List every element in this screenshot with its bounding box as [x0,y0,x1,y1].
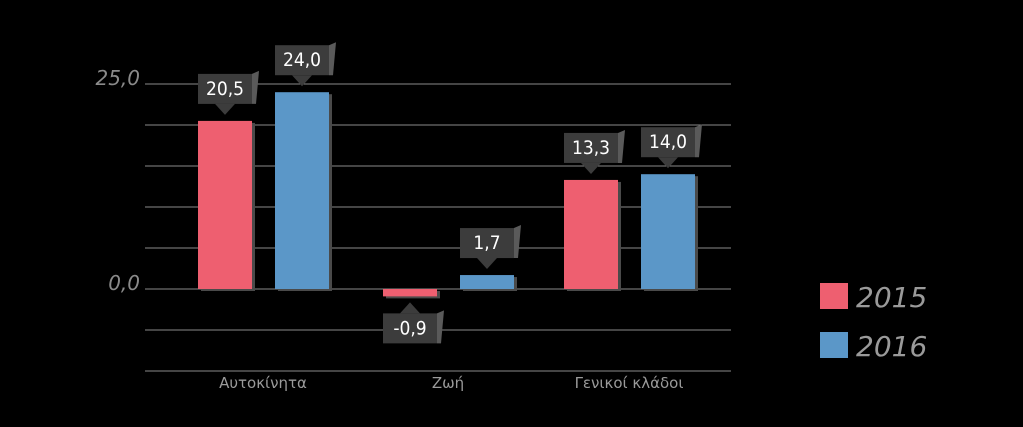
legend-swatch [820,283,848,309]
category-label: Γενικοί κλάδοι [575,374,684,392]
y-axis-ticks: 25,0 0,0 [95,66,140,295]
data-label-text: 14,0 [649,131,687,153]
data-label-text: 20,5 [206,78,244,100]
data-labels: 20,5 24,0 -0,9 1,7 13,3 14,0 [198,42,702,344]
data-label-text: -0,9 [393,317,426,339]
bar-2016-0 [275,92,329,289]
category-label: Αυτοκίνητα [219,374,307,392]
bar-2015-2 [564,179,618,289]
y-tick-label: 25,0 [95,66,140,90]
bar-2016-2 [641,174,695,289]
data-label-text: 1,7 [473,232,500,254]
legend-item-2016: 2016 [820,330,927,363]
legend-label: 2016 [856,330,927,363]
legend-swatch [820,332,848,358]
bar-2015-1 [383,289,437,297]
data-label-2016-1: 1,7 [460,225,521,270]
data-label-2016-0: 24,0 [275,42,336,87]
category-label: Ζωή [432,374,464,392]
data-label-text: 13,3 [572,137,610,159]
bar-2016-1 [460,275,514,289]
x-axis-categories: Αυτοκίνητα Ζωή Γενικοί κλάδοι [219,374,683,392]
data-label-2015-2: 13,3 [564,129,625,174]
bar-2015-0 [198,120,252,290]
data-label-2015-0: 20,5 [198,70,259,115]
legend: 2015 2016 [820,281,927,363]
legend-label: 2015 [856,281,927,314]
bars [198,92,698,299]
data-label-2015-1: -0,9 [383,302,444,344]
data-label-text: 24,0 [283,49,321,71]
data-label-2016-2: 14,0 [641,124,702,169]
legend-item-2015: 2015 [820,281,927,314]
y-tick-label: 0,0 [108,271,140,295]
